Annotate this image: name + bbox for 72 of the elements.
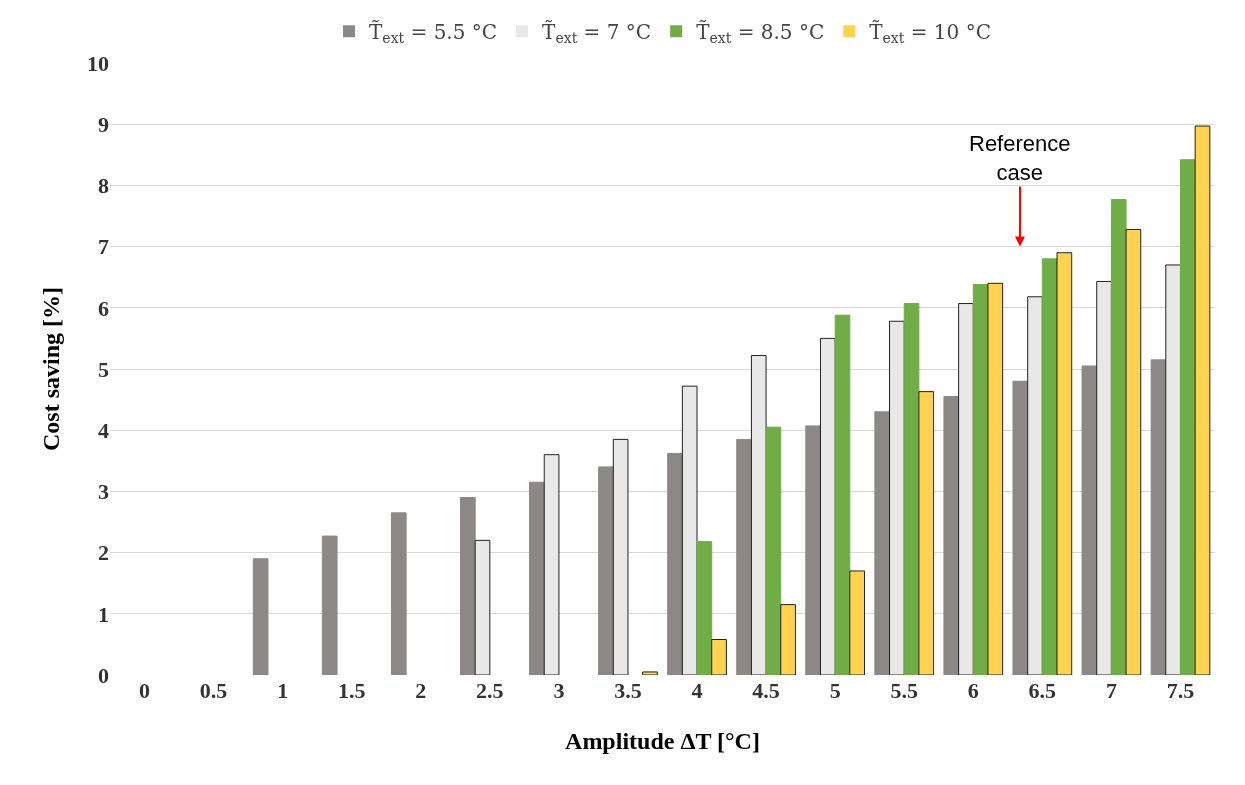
bar	[819, 337, 836, 675]
x-tick-label: 5	[829, 678, 841, 703]
bar	[474, 539, 491, 675]
bar	[390, 512, 407, 675]
bar	[1056, 252, 1073, 675]
bar	[543, 454, 560, 675]
bar	[736, 438, 752, 675]
bar	[1012, 380, 1029, 675]
legend-label: T̃$_{ext}$ = 7 °C	[542, 20, 652, 47]
bar	[612, 438, 629, 675]
legend-label: T̃$_{ext}$ = 8.5 °C	[696, 20, 825, 47]
x-tick-label: 4.5	[752, 678, 780, 703]
x-tick-label: 5.5	[890, 678, 918, 703]
bar	[252, 558, 269, 675]
x-tick-label: 6.5	[1028, 678, 1057, 703]
y-tick-label: 8	[98, 173, 109, 199]
bar	[681, 385, 698, 675]
bar	[765, 426, 782, 675]
x-tick-label: 1	[277, 678, 289, 703]
bar	[1125, 228, 1142, 675]
x-tick-label: 7	[1105, 678, 1117, 703]
bar	[667, 452, 683, 675]
y-tick-label: 7	[98, 234, 109, 260]
y-tick-label: 9	[98, 111, 109, 137]
x-tick-label: 1.5	[337, 678, 366, 703]
bar	[1027, 296, 1043, 675]
x-tick-label: 2.5	[476, 678, 504, 703]
bar	[1110, 198, 1127, 675]
y-tick-label: 3	[98, 479, 109, 505]
bar	[642, 671, 658, 675]
legend-label: T̃$_{ext}$ = 10 °C	[869, 20, 991, 47]
bar	[903, 303, 920, 675]
bar	[1165, 264, 1181, 675]
bar	[750, 355, 767, 675]
x-tick-label: 7.5	[1166, 678, 1195, 703]
bar	[1081, 365, 1098, 675]
bar	[889, 320, 905, 675]
bar	[459, 497, 476, 675]
bar	[696, 541, 713, 675]
y-tick-label: 1	[98, 601, 109, 627]
bar	[711, 639, 727, 675]
bar	[1096, 280, 1112, 675]
bar	[321, 535, 338, 675]
bar	[529, 481, 545, 675]
bar	[834, 314, 851, 675]
y-tick-label: 2	[98, 540, 109, 566]
bar	[987, 282, 1004, 675]
x-tick-label: 3	[553, 678, 565, 703]
y-tick-label: 6	[98, 295, 109, 321]
x-tick-label: 6	[967, 678, 979, 703]
y-tick-label: 5	[98, 356, 109, 382]
x-axis-title: Amplitude ΔT [°C]	[565, 728, 760, 755]
bar	[918, 391, 935, 675]
bar	[598, 466, 614, 675]
bar	[1194, 125, 1211, 675]
bar	[874, 411, 891, 675]
bar	[780, 604, 796, 675]
legend-label: T̃$_{ext}$ = 5.5 °C	[369, 20, 498, 47]
x-tick-label: 2	[415, 678, 427, 703]
y-tick-label: 10	[87, 50, 109, 76]
x-tick-label: 4	[691, 678, 703, 703]
y-tick-label: 4	[98, 417, 109, 443]
x-tick-label: 0.5	[199, 678, 228, 703]
x-tick-label: 0	[139, 678, 151, 703]
annotation: Reference case	[969, 131, 1071, 185]
y-axis-title: Cost saving [%]	[38, 286, 65, 452]
bar	[805, 425, 821, 675]
x-tick-label: 3.5	[614, 678, 642, 703]
bar	[958, 303, 974, 675]
bar	[943, 396, 960, 675]
bar	[1150, 359, 1167, 675]
bar	[849, 570, 866, 675]
